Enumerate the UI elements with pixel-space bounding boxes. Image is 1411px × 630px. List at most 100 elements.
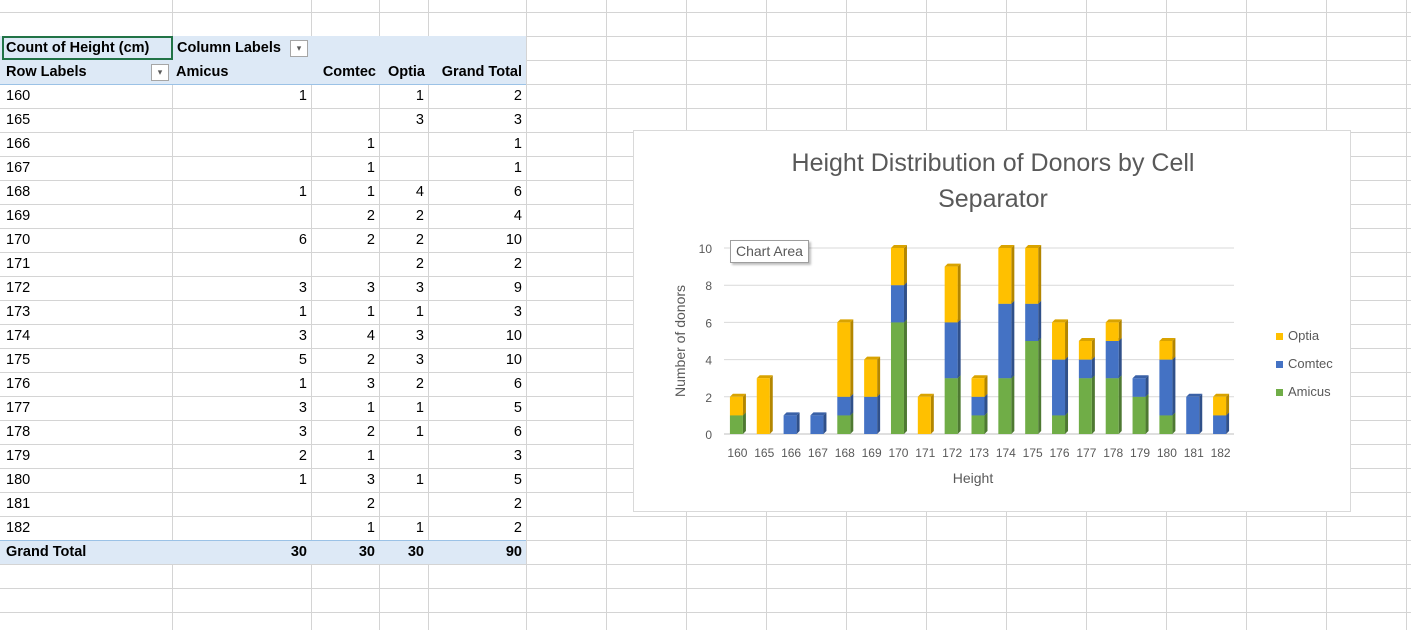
pivot-cell-optia[interactable] bbox=[379, 132, 428, 156]
pivot-cell-amicus[interactable]: 1 bbox=[298, 184, 307, 200]
pivot-cell-amicus[interactable]: 1 bbox=[298, 472, 307, 488]
pivot-row-label[interactable]: 177 bbox=[6, 400, 31, 416]
pivot-row-label[interactable]: 182 bbox=[6, 520, 31, 536]
pivot-cell-optia[interactable]: 2 bbox=[415, 208, 424, 224]
pivot-cell-grand-total[interactable]: 3 bbox=[513, 112, 522, 128]
pivot-row-label[interactable]: 171 bbox=[6, 256, 31, 272]
pivot-cell-grand-total[interactable]: 2 bbox=[513, 520, 522, 536]
pivot-cell-optia[interactable]: 4 bbox=[415, 184, 424, 200]
pivot-column-header-amicus[interactable]: Amicus bbox=[176, 64, 229, 80]
pivot-cell-optia[interactable]: 1 bbox=[415, 520, 424, 536]
pivot-grand-total-label[interactable]: Grand Total bbox=[6, 544, 87, 560]
pivot-row-label[interactable]: 167 bbox=[6, 160, 31, 176]
pivot-cell-optia[interactable]: 1 bbox=[415, 88, 424, 104]
pivot-cell-amicus[interactable]: 1 bbox=[298, 304, 307, 320]
pivot-cell-optia[interactable]: 2 bbox=[415, 232, 424, 248]
pivot-cell-amicus[interactable]: 3 bbox=[298, 424, 307, 440]
pivot-cell-comtec[interactable]: 1 bbox=[366, 304, 375, 320]
pivot-cell-grand-total[interactable]: 6 bbox=[513, 184, 522, 200]
pivot-row-label[interactable]: 181 bbox=[6, 496, 31, 512]
pivot-cell-optia[interactable]: 3 bbox=[415, 112, 424, 128]
pivot-cell-comtec[interactable]: 1 bbox=[366, 184, 375, 200]
pivot-cell-grand-total[interactable]: 6 bbox=[513, 376, 522, 392]
pivot-cell-comtec[interactable]: 2 bbox=[366, 496, 375, 512]
pivot-column-labels-cell[interactable]: Column Labels bbox=[177, 40, 281, 56]
pivot-row-label[interactable]: 169 bbox=[6, 208, 31, 224]
pivot-cell-amicus[interactable] bbox=[172, 252, 311, 276]
pivot-cell-amicus[interactable] bbox=[172, 204, 311, 228]
pivot-cell-optia[interactable]: 1 bbox=[415, 304, 424, 320]
pivot-cell-comtec[interactable]: 3 bbox=[366, 472, 375, 488]
pivot-row-label[interactable]: 166 bbox=[6, 136, 31, 152]
pivot-cell-comtec[interactable]: 1 bbox=[366, 400, 375, 416]
pivot-row-label[interactable]: 179 bbox=[6, 448, 31, 464]
pivot-row-label[interactable]: 160 bbox=[6, 88, 31, 104]
pivot-cell-comtec[interactable]: 3 bbox=[366, 280, 375, 296]
pivot-cell-amicus[interactable]: 3 bbox=[298, 280, 307, 296]
pivot-cell-amicus[interactable] bbox=[172, 516, 311, 540]
pivot-cell-grand-total[interactable]: 6 bbox=[513, 424, 522, 440]
pivot-cell-amicus[interactable] bbox=[172, 156, 311, 180]
pivot-cell-amicus[interactable]: 5 bbox=[298, 352, 307, 368]
pivot-cell-grand-total[interactable]: 10 bbox=[505, 328, 522, 344]
pivot-cell-comtec[interactable]: 1 bbox=[366, 160, 375, 176]
pivot-cell-comtec[interactable]: 1 bbox=[366, 136, 375, 152]
pivot-grand-total-total[interactable]: 90 bbox=[505, 544, 522, 560]
pivot-row-label[interactable]: 165 bbox=[6, 112, 31, 128]
column-labels-filter-dropdown-icon[interactable]: ▾ bbox=[290, 40, 308, 57]
pivot-column-header-grand-total[interactable]: Grand Total bbox=[441, 64, 522, 80]
pivot-cell-optia[interactable]: 1 bbox=[415, 472, 424, 488]
pivot-cell-amicus[interactable]: 2 bbox=[298, 448, 307, 464]
pivot-cell-comtec[interactable]: 1 bbox=[366, 520, 375, 536]
pivot-grand-total-optia[interactable]: 30 bbox=[407, 544, 424, 560]
pivot-cell-comtec[interactable]: 2 bbox=[366, 208, 375, 224]
pivot-cell-grand-total[interactable]: 9 bbox=[513, 280, 522, 296]
pivot-cell-amicus[interactable]: 1 bbox=[298, 88, 307, 104]
pivot-cell-grand-total[interactable]: 2 bbox=[513, 88, 522, 104]
pivot-cell-comtec[interactable]: 1 bbox=[366, 448, 375, 464]
pivot-cell-comtec[interactable]: 2 bbox=[366, 424, 375, 440]
pivot-row-label[interactable]: 168 bbox=[6, 184, 31, 200]
pivot-cell-comtec[interactable] bbox=[311, 84, 379, 108]
pivot-cell-grand-total[interactable]: 3 bbox=[513, 304, 522, 320]
pivot-cell-optia[interactable] bbox=[379, 156, 428, 180]
pivot-cell-optia[interactable]: 3 bbox=[415, 280, 424, 296]
pivot-cell-comtec[interactable]: 4 bbox=[366, 328, 375, 344]
pivot-cell-amicus[interactable]: 3 bbox=[298, 400, 307, 416]
pivot-row-labels-cell[interactable]: Row Labels bbox=[6, 64, 87, 80]
pivot-cell-grand-total[interactable]: 4 bbox=[513, 208, 522, 224]
pivot-cell-grand-total[interactable]: 2 bbox=[513, 496, 522, 512]
row-labels-filter-dropdown-icon[interactable]: ▾ bbox=[151, 64, 169, 81]
pivot-cell-optia[interactable]: 3 bbox=[415, 328, 424, 344]
pivot-cell-amicus[interactable]: 6 bbox=[298, 232, 307, 248]
pivot-cell-grand-total[interactable]: 1 bbox=[513, 136, 522, 152]
pivot-cell-comtec[interactable]: 3 bbox=[366, 376, 375, 392]
pivot-cell-grand-total[interactable]: 10 bbox=[505, 232, 522, 248]
pivot-grand-total-amicus[interactable]: 30 bbox=[290, 544, 307, 560]
pivot-row-label[interactable]: 178 bbox=[6, 424, 31, 440]
pivot-cell-amicus[interactable]: 3 bbox=[298, 328, 307, 344]
pivot-cell-amicus[interactable] bbox=[172, 492, 311, 516]
pivot-cell-grand-total[interactable]: 3 bbox=[513, 448, 522, 464]
chart-area[interactable]: Height Distribution of Donors by Cell Sep… bbox=[633, 130, 1351, 512]
pivot-cell-comtec[interactable] bbox=[311, 108, 379, 132]
pivot-row-label[interactable]: 173 bbox=[6, 304, 31, 320]
pivot-row-label[interactable]: 170 bbox=[6, 232, 31, 248]
pivot-cell-amicus[interactable] bbox=[172, 108, 311, 132]
pivot-cell-amicus[interactable]: 1 bbox=[298, 376, 307, 392]
pivot-cell-grand-total[interactable]: 2 bbox=[513, 256, 522, 272]
pivot-cell-grand-total[interactable]: 5 bbox=[513, 472, 522, 488]
pivot-column-header-comtec[interactable]: Comtec bbox=[322, 64, 376, 80]
pivot-cell-comtec[interactable] bbox=[311, 252, 379, 276]
pivot-column-header-optia[interactable]: Optia bbox=[387, 64, 425, 80]
pivot-row-label[interactable]: 172 bbox=[6, 280, 31, 296]
pivot-cell-grand-total[interactable]: 10 bbox=[505, 352, 522, 368]
pivot-cell-optia[interactable] bbox=[379, 444, 428, 468]
pivot-cell-optia[interactable]: 3 bbox=[415, 352, 424, 368]
pivot-grand-total-comtec[interactable]: 30 bbox=[358, 544, 375, 560]
pivot-cell-comtec[interactable]: 2 bbox=[366, 352, 375, 368]
pivot-cell-optia[interactable]: 1 bbox=[415, 424, 424, 440]
pivot-row-label[interactable]: 176 bbox=[6, 376, 31, 392]
pivot-cell-optia[interactable]: 2 bbox=[415, 376, 424, 392]
pivot-row-label[interactable]: 180 bbox=[6, 472, 31, 488]
